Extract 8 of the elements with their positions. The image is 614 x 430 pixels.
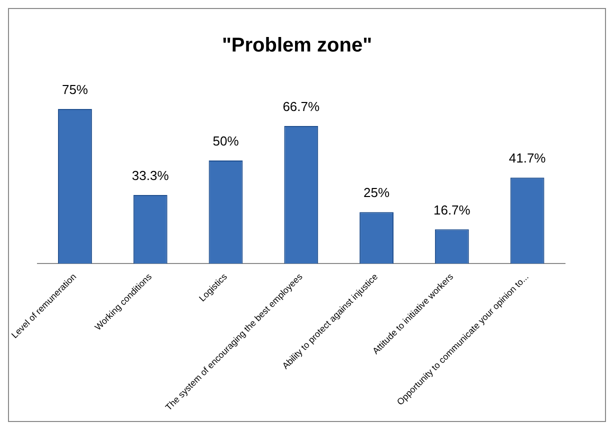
data-label: 50% (212, 134, 240, 149)
chart-title: "Problem zone" (222, 34, 372, 57)
data-label: 16.7% (433, 202, 471, 218)
data-label: 41.7% (508, 150, 546, 166)
data-label: 33.3% (132, 168, 170, 184)
data-label: 66.7% (282, 99, 320, 114)
data-label: 25% (364, 185, 390, 200)
data-label: 75% (62, 82, 88, 98)
